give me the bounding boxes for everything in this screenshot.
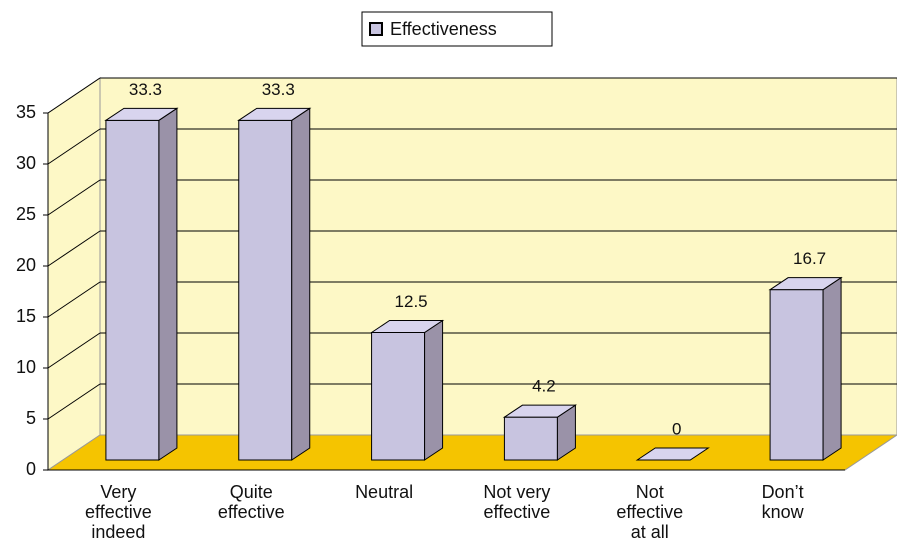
bar-top [502,404,578,418]
bar-top [635,447,710,461]
x-tick-label: Not very effective [483,482,550,522]
y-tick-label: 30 [16,153,36,173]
value-label: 4.2 [532,377,556,396]
x-tick-label: Neutral [355,482,413,502]
bar-side [158,107,178,461]
legend-label: Effectiveness [390,19,497,39]
bar-top [369,320,445,333]
value-label: 33.3 [129,80,162,99]
bar [371,332,426,461]
y-tick-label: 20 [16,255,36,275]
y-tick-label: 5 [26,408,36,428]
bar-side [822,276,842,461]
bar [105,119,160,461]
y-tick-label: 10 [16,357,36,377]
bar-side [291,107,311,461]
grid-line [47,281,101,318]
legend-swatch [369,22,383,36]
bar-side [424,319,444,461]
bar [769,289,824,461]
grid-line [47,332,101,369]
value-label: 16.7 [793,249,826,268]
bar-top [768,277,843,291]
side-wall [47,77,101,471]
x-tick-label: Don’t know [762,482,805,522]
y-tick-label: 25 [16,204,36,224]
value-label: 0 [672,419,681,438]
bar [238,119,293,461]
value-label: 12.5 [395,292,428,311]
y-tick-label: 35 [16,102,36,122]
y-tick-label: 0 [26,459,36,479]
grid-line [47,179,101,216]
bar-top [237,107,312,121]
legend-box [361,11,553,47]
x-tick-label: Not effective at all [616,482,683,542]
y-tick-label: 15 [16,306,36,326]
bar [503,416,558,461]
grid-line [47,128,101,165]
grid-line [47,383,101,420]
x-tick-label: Very effective indeed [85,482,152,542]
grid-line [47,77,101,114]
value-label: 33.3 [262,80,295,99]
x-tick-label: Quite effective [218,482,285,522]
bar-top [104,107,179,121]
grid-line [47,230,101,267]
